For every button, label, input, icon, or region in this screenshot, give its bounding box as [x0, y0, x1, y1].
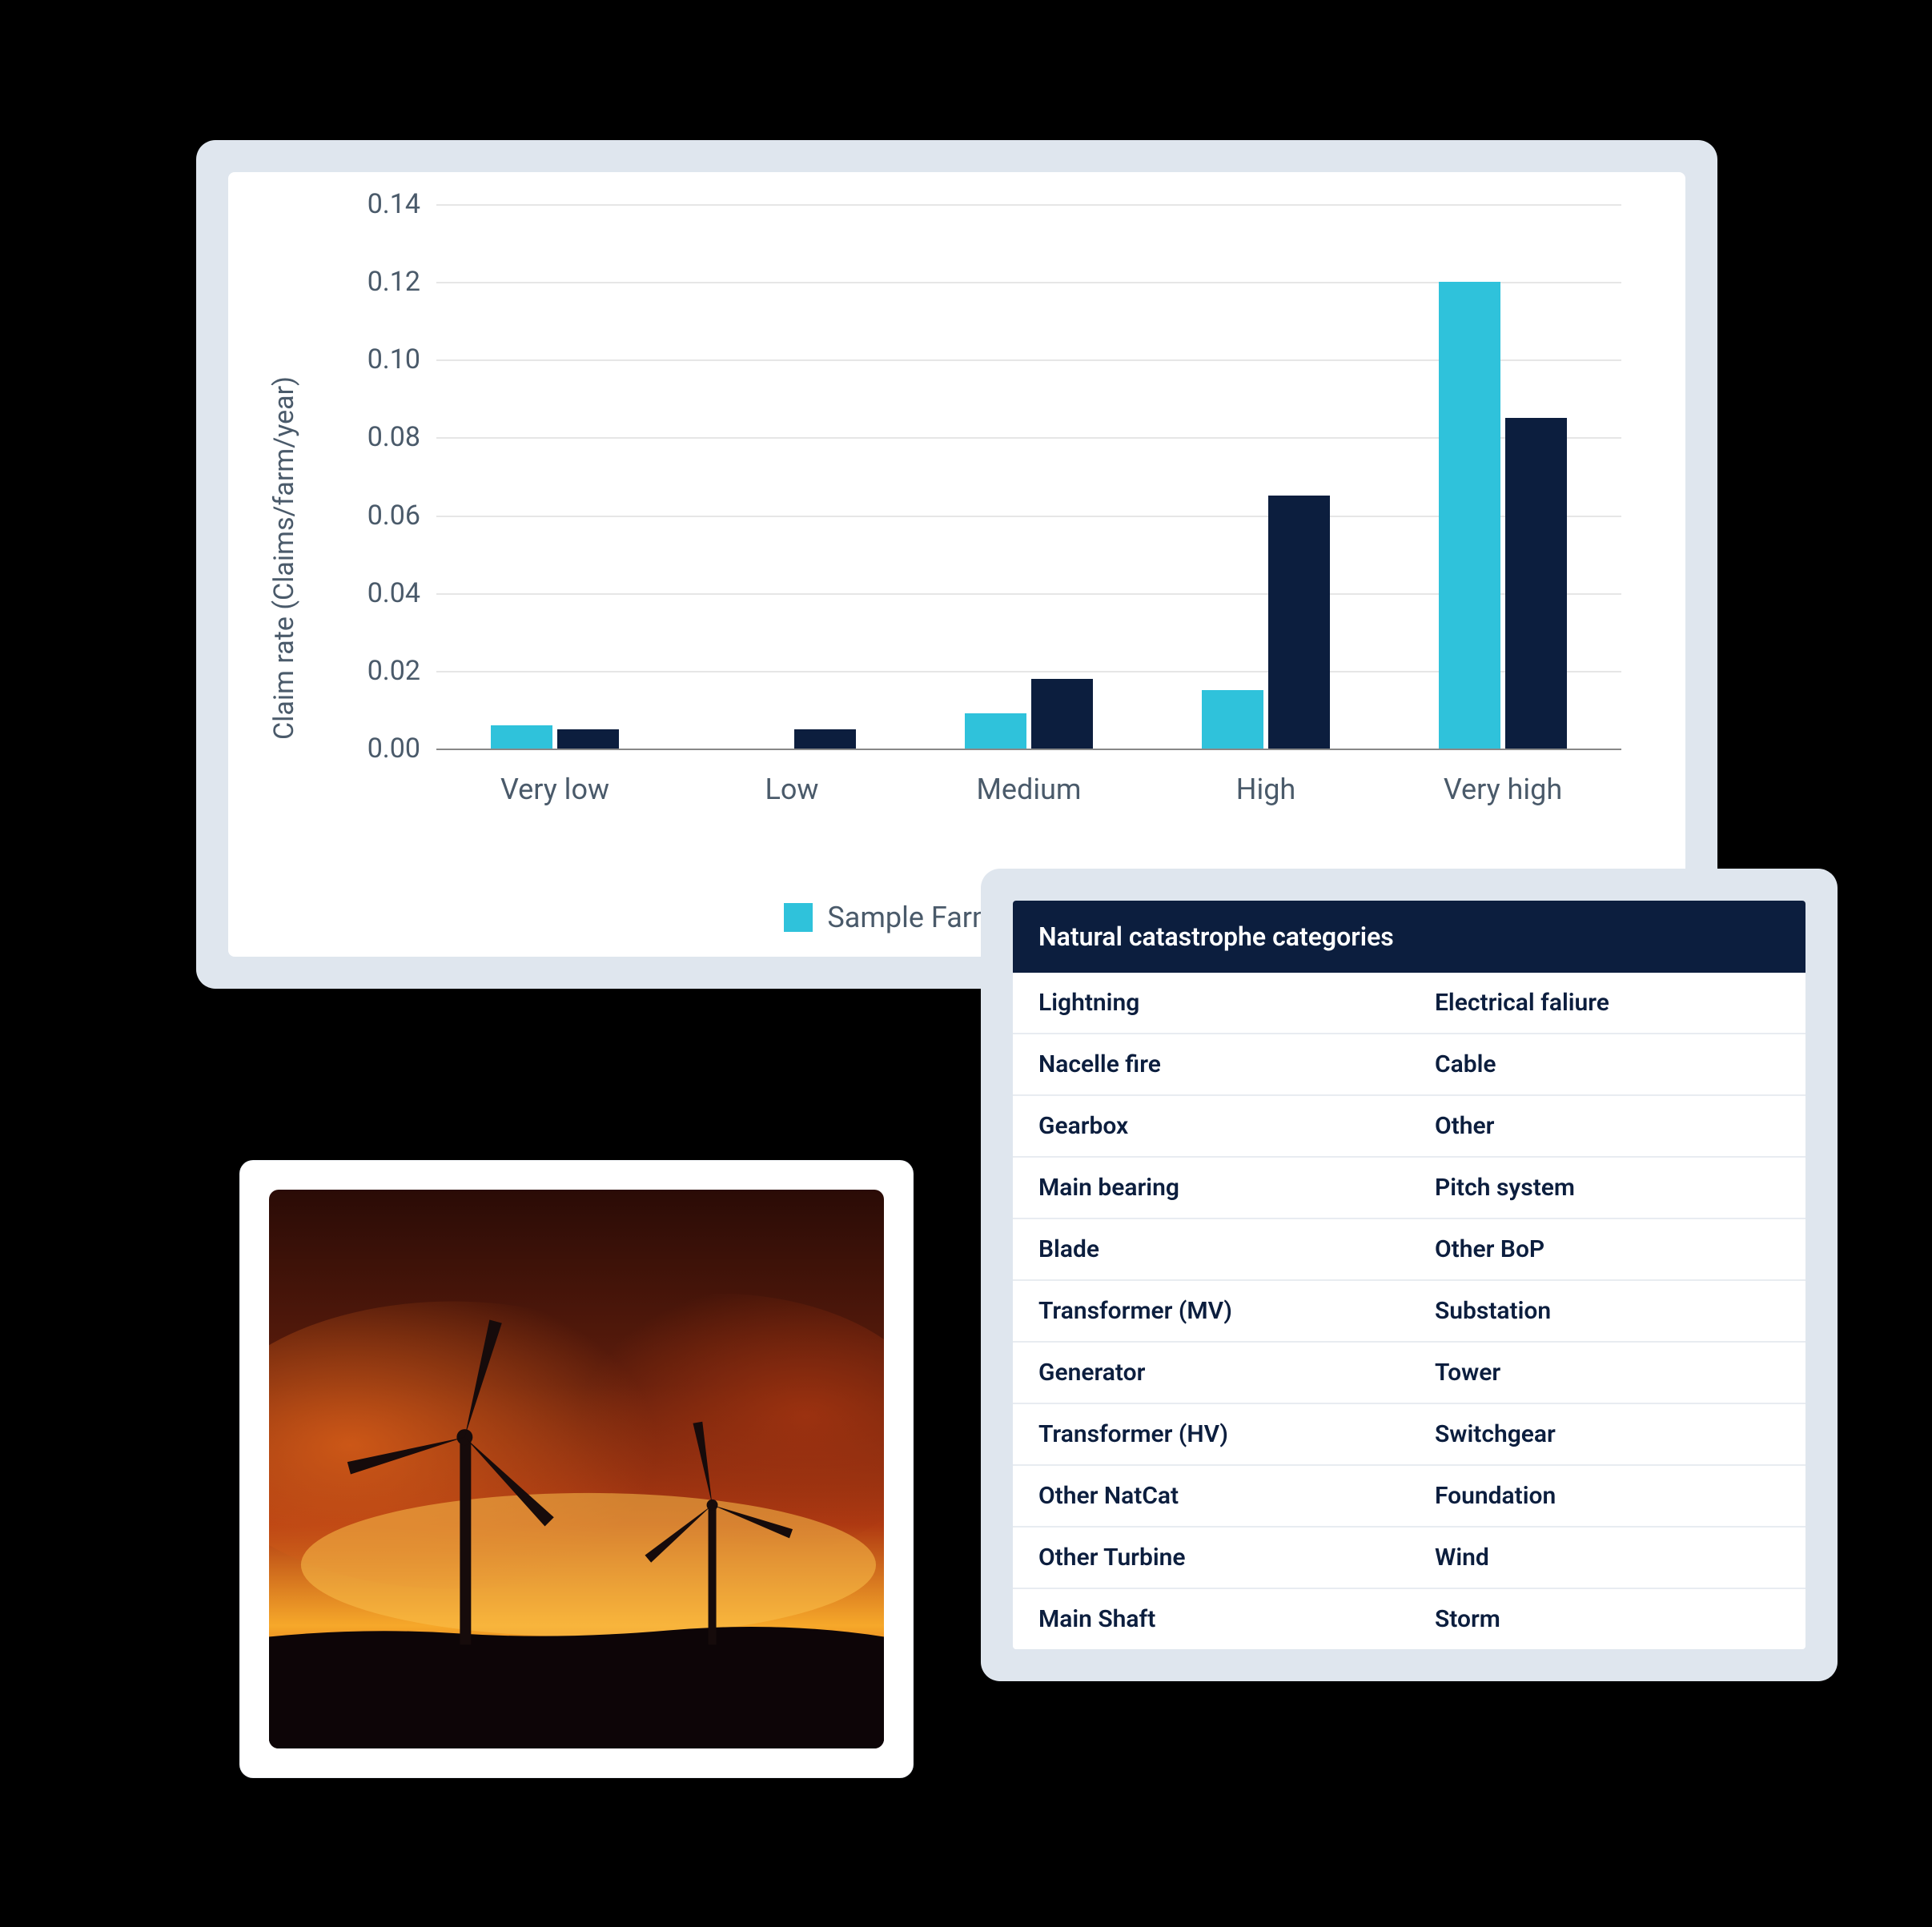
table-cell: Electrical faliure	[1409, 973, 1805, 1034]
categories-header: Natural catastrophe categories	[1013, 901, 1805, 973]
table-cell: Substation	[1409, 1280, 1805, 1342]
bar	[965, 713, 1026, 749]
x-axis-labels: Very low Low Medium High Very high	[436, 765, 1621, 813]
table-row: Nacelle fireCable	[1013, 1034, 1805, 1095]
bar	[1202, 690, 1263, 749]
categories-panel: Natural catastrophe categories Lightning…	[1013, 901, 1805, 1649]
bars-layer	[436, 204, 1621, 749]
y-tick-label: 0.08	[368, 421, 420, 453]
table-cell: Nacelle fire	[1013, 1034, 1409, 1095]
categories-card: Natural catastrophe categories Lightning…	[981, 869, 1838, 1681]
wind-turbine-fire-illustration	[269, 1190, 884, 1748]
table-cell: Other	[1409, 1095, 1805, 1157]
x-axis-label: Low	[765, 773, 819, 806]
table-cell: Switchgear	[1409, 1403, 1805, 1465]
table-cell: Main bearing	[1013, 1157, 1409, 1218]
table-cell: Blade	[1013, 1218, 1409, 1280]
legend-item-sample-farm: Sample Farm	[784, 901, 997, 934]
legend-label: Sample Farm	[827, 901, 997, 934]
photo-image	[269, 1190, 884, 1748]
y-tick-label: 0.14	[368, 188, 420, 220]
x-axis-label: Very high	[1444, 773, 1562, 806]
y-tick-label: 0.02	[368, 655, 420, 687]
table-cell: Foundation	[1409, 1465, 1805, 1527]
x-axis-label: Very low	[500, 773, 609, 806]
bar	[794, 729, 856, 749]
x-axis-label: High	[1236, 773, 1295, 806]
bar	[1439, 282, 1500, 749]
table-cell: Transformer (MV)	[1013, 1280, 1409, 1342]
table-cell: Other NatCat	[1013, 1465, 1409, 1527]
table-row: Other NatCatFoundation	[1013, 1465, 1805, 1527]
legend-swatch	[784, 903, 813, 932]
x-axis-label: Medium	[977, 773, 1082, 806]
table-row: GearboxOther	[1013, 1095, 1805, 1157]
x-axis-line	[436, 749, 1621, 750]
y-axis-title: Claim rate (Claims/farm/year)	[268, 376, 300, 740]
chart-panel: Claim rate (Claims/farm/year) 0.000.020.…	[228, 172, 1685, 957]
table-row: Other TurbineWind	[1013, 1527, 1805, 1588]
table-row: Main ShaftStorm	[1013, 1588, 1805, 1649]
table-cell: Gearbox	[1013, 1095, 1409, 1157]
table-cell: Generator	[1013, 1342, 1409, 1403]
table-row: LightningElectrical faliure	[1013, 973, 1805, 1034]
table-cell: Cable	[1409, 1034, 1805, 1095]
table-cell: Main Shaft	[1013, 1588, 1409, 1649]
photo-card	[240, 1161, 913, 1777]
categories-table: LightningElectrical faliureNacelle fireC…	[1013, 973, 1805, 1649]
table-row: Main bearingPitch system	[1013, 1157, 1805, 1218]
chart-card: Claim rate (Claims/farm/year) 0.000.020.…	[196, 140, 1717, 989]
table-row: BladeOther BoP	[1013, 1218, 1805, 1280]
y-tick-label: 0.00	[368, 733, 420, 765]
table-row: Transformer (HV)Switchgear	[1013, 1403, 1805, 1465]
bar	[1268, 496, 1330, 749]
bar	[491, 725, 552, 749]
table-cell: Lightning	[1013, 973, 1409, 1034]
table-row: GeneratorTower	[1013, 1342, 1805, 1403]
y-tick-label: 0.12	[368, 266, 420, 298]
table-cell: Storm	[1409, 1588, 1805, 1649]
table-cell: Pitch system	[1409, 1157, 1805, 1218]
table-cell: Other BoP	[1409, 1218, 1805, 1280]
bar	[1031, 679, 1093, 749]
table-cell: Wind	[1409, 1527, 1805, 1588]
bar	[557, 729, 619, 749]
plot-area: 0.000.020.040.060.080.100.120.14	[436, 204, 1621, 749]
bar	[1505, 418, 1567, 749]
table-cell: Tower	[1409, 1342, 1805, 1403]
table-cell: Transformer (HV)	[1013, 1403, 1409, 1465]
table-row: Transformer (MV)Substation	[1013, 1280, 1805, 1342]
table-cell: Other Turbine	[1013, 1527, 1409, 1588]
page-canvas: Claim rate (Claims/farm/year) 0.000.020.…	[0, 0, 1932, 1927]
y-tick-label: 0.10	[368, 343, 420, 375]
y-tick-label: 0.06	[368, 500, 420, 532]
y-tick-label: 0.04	[368, 577, 420, 609]
